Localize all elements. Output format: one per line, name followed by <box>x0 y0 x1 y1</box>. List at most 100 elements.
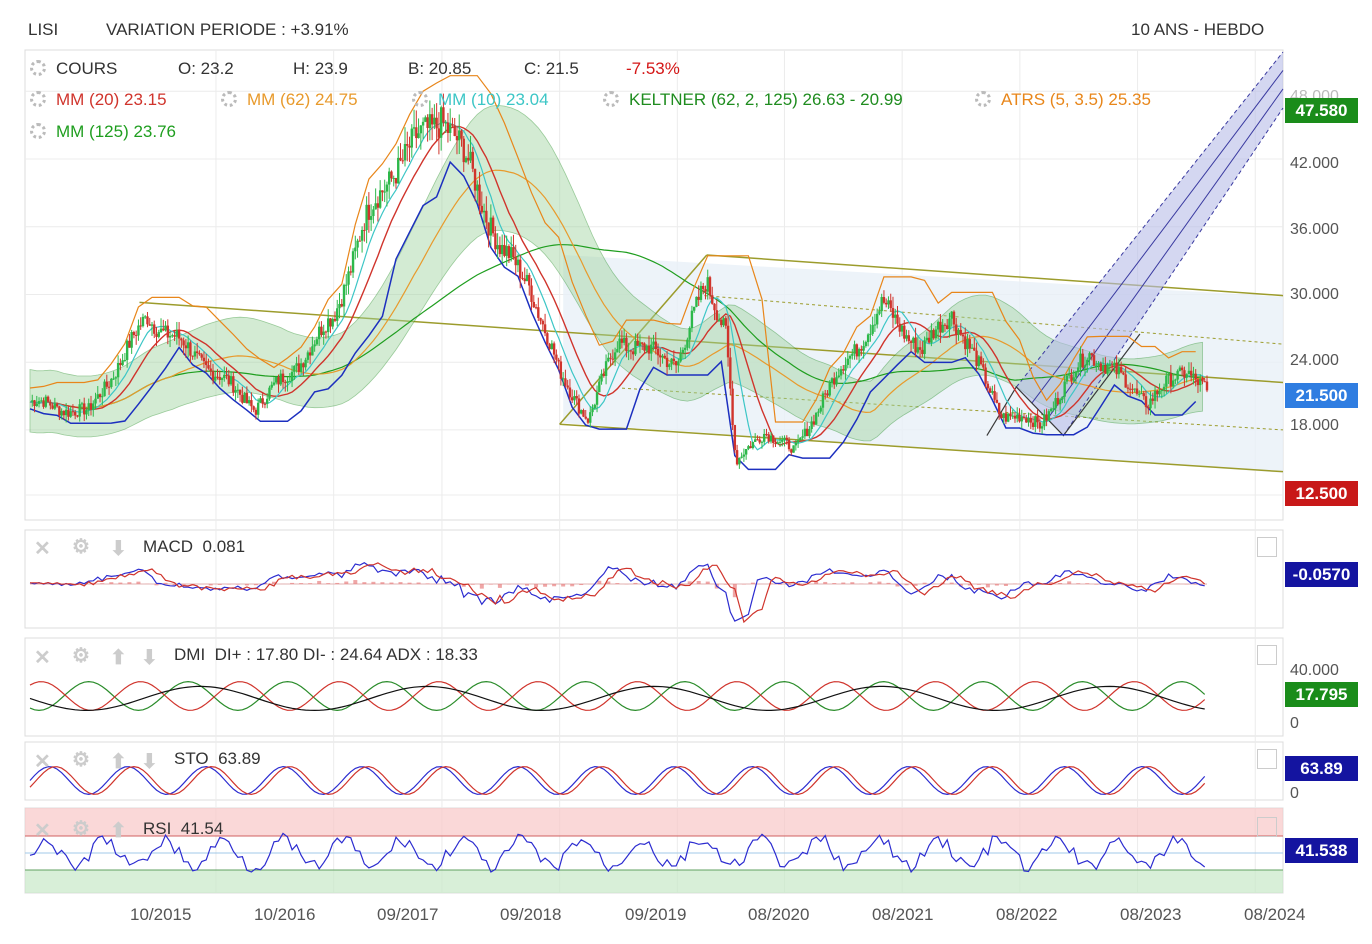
legend-mm125[interactable]: MM (125) 23.76 <box>30 122 176 142</box>
gear-icon[interactable] <box>30 60 46 76</box>
price-tick: 24.000 <box>1290 352 1339 369</box>
candle-body <box>810 421 813 430</box>
candle-body <box>918 347 922 350</box>
gear-icon[interactable] <box>221 91 237 107</box>
candle-body <box>281 373 285 383</box>
arrow-down-icon[interactable]: ⬇ <box>110 538 127 560</box>
panel-checkbox[interactable] <box>1257 749 1277 769</box>
arrow-down-icon[interactable]: ⬇ <box>141 647 158 669</box>
rsi-line <box>29 832 1206 874</box>
price-tick: 18.000 <box>1290 417 1339 434</box>
candle-body <box>1117 367 1121 375</box>
legend-atrs[interactable]: ATRS (5, 3.5) 25.35 <box>975 90 1151 110</box>
macd-histogram-bar <box>253 584 258 586</box>
macd-histogram-bar <box>823 581 828 584</box>
candle-body <box>369 216 373 220</box>
arrow-up-icon[interactable]: ⬆ <box>110 647 127 669</box>
candle-body <box>503 244 506 256</box>
legend-keltner[interactable]: KELTNER (62, 2, 125) 26.63 - 20.99 <box>603 90 903 110</box>
candle-body <box>586 418 590 423</box>
panel-checkbox[interactable] <box>1257 645 1277 665</box>
candle-body <box>959 329 962 335</box>
gear-icon[interactable]: ⚙ <box>72 818 90 840</box>
candle-body <box>189 342 192 356</box>
candle-body <box>936 321 940 330</box>
gear-icon[interactable]: ⚙ <box>72 749 90 771</box>
macd-histogram-bar <box>778 584 783 585</box>
candle-body <box>462 138 465 163</box>
arrow-up-icon[interactable]: ⬆ <box>110 820 127 842</box>
candle-body <box>986 383 990 389</box>
candle-body <box>1049 408 1053 412</box>
close-icon[interactable]: ✕ <box>34 647 51 669</box>
candle-body <box>715 310 718 321</box>
candle-body <box>191 355 194 357</box>
macd-histogram-bar <box>452 584 457 586</box>
gear-icon[interactable] <box>412 91 428 107</box>
mm10-line <box>29 121 1205 451</box>
panel-checkbox[interactable] <box>1257 537 1277 557</box>
x-tick: 09/2019 <box>625 905 687 924</box>
arrow-up-icon[interactable]: ⬆ <box>110 751 127 773</box>
candle-body <box>923 340 926 354</box>
close-icon[interactable]: ✕ <box>34 538 51 560</box>
macd-histogram-bar <box>271 581 276 584</box>
macd-histogram-bar <box>868 582 873 584</box>
candle-body <box>114 377 118 379</box>
panel-frame <box>24 49 1284 521</box>
close-icon[interactable]: ✕ <box>34 751 51 773</box>
candle-body <box>600 373 603 382</box>
candle-body <box>643 343 646 351</box>
candle-body <box>317 326 321 340</box>
arrow-down-icon[interactable]: ⬇ <box>141 751 158 773</box>
candle-body <box>279 373 282 385</box>
candle-body <box>141 316 145 327</box>
candle-body <box>146 316 149 325</box>
candle-body <box>31 400 34 402</box>
candle-body <box>760 441 764 443</box>
candle-body <box>711 295 714 304</box>
candle-body <box>641 342 644 344</box>
legend-mm62[interactable]: MM (62) 24.75 <box>221 90 358 110</box>
legend-close: C: 21.5 <box>524 59 579 78</box>
candle-body <box>787 439 791 450</box>
gear-icon[interactable]: ⚙ <box>72 536 90 558</box>
macd-label: MACD 0.081 <box>143 537 246 556</box>
candle-body <box>799 437 802 441</box>
legend-cours[interactable]: COURS <box>30 59 117 79</box>
panel-checkbox[interactable] <box>1257 817 1277 837</box>
candle-body <box>1047 411 1051 421</box>
macd-histogram-bar <box>479 584 484 589</box>
candle-body <box>241 394 244 403</box>
candle-body <box>406 144 409 146</box>
gear-icon[interactable] <box>603 91 619 107</box>
candle-body <box>808 429 811 437</box>
period-label[interactable]: 10 ANS - HEBDO <box>1131 20 1265 39</box>
legend-mm20[interactable]: MM (20) 23.15 <box>30 90 167 110</box>
gear-icon[interactable] <box>30 123 46 139</box>
candle-body <box>835 377 838 385</box>
gear-icon[interactable] <box>975 91 991 107</box>
macd-histogram-bar <box>416 582 421 584</box>
candle-body <box>209 368 212 372</box>
trend-line-top <box>706 254 1284 297</box>
close-icon[interactable]: ✕ <box>34 820 51 842</box>
candle-body <box>40 400 43 402</box>
candle-body <box>552 343 556 355</box>
candle-body <box>781 440 784 442</box>
candle-body <box>654 341 657 350</box>
candle-body <box>324 331 328 333</box>
candle-body <box>1000 414 1003 419</box>
candle-body <box>473 168 477 191</box>
candle-body <box>500 244 504 255</box>
candle-body <box>717 319 721 321</box>
gear-icon[interactable]: ⚙ <box>72 645 90 667</box>
legend-mm10[interactable]: MM (10) 23.04 <box>412 90 549 110</box>
candle-body <box>207 365 210 369</box>
candle-body <box>304 359 307 368</box>
panel-frame <box>24 529 1284 629</box>
candle-body <box>934 329 938 339</box>
gear-icon[interactable] <box>30 91 46 107</box>
candle-body <box>354 247 357 252</box>
candle-body <box>948 318 951 330</box>
